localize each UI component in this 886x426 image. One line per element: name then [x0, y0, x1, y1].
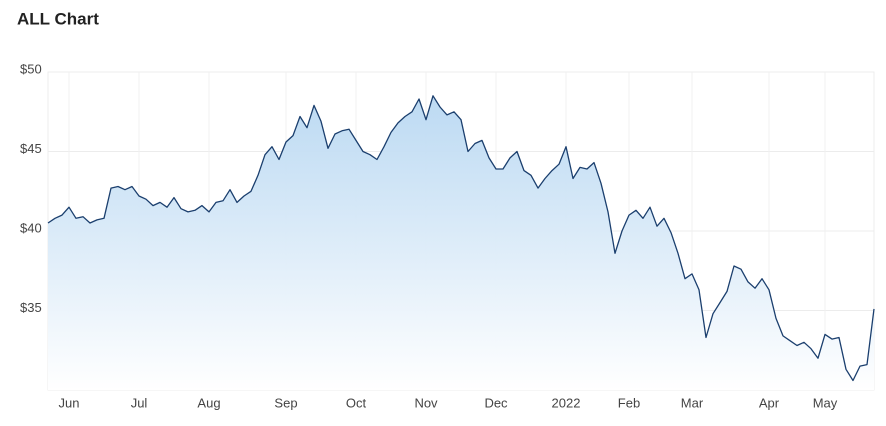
y-tick-label: $35 — [20, 300, 42, 315]
x-tick-label: May — [813, 395, 838, 410]
y-tick-label: $45 — [20, 141, 42, 156]
x-tick-label: Apr — [759, 395, 780, 410]
y-tick-label: $40 — [20, 220, 42, 235]
x-tick-label: Mar — [681, 395, 704, 410]
x-tick-label: Jul — [131, 395, 148, 410]
x-tick-label: 2022 — [552, 395, 581, 410]
y-tick-label: $50 — [20, 61, 42, 76]
chart-title: ALL Chart — [17, 9, 99, 28]
x-tick-label: Nov — [414, 395, 438, 410]
x-tick-label: Feb — [618, 395, 640, 410]
x-tick-label: Dec — [484, 395, 508, 410]
x-tick-label: Jun — [59, 395, 80, 410]
x-tick-label: Aug — [197, 395, 220, 410]
area-fill — [48, 95, 874, 391]
x-tick-label: Sep — [274, 395, 297, 410]
x-tick-label: Oct — [346, 395, 367, 410]
price-line — [47, 95, 875, 382]
